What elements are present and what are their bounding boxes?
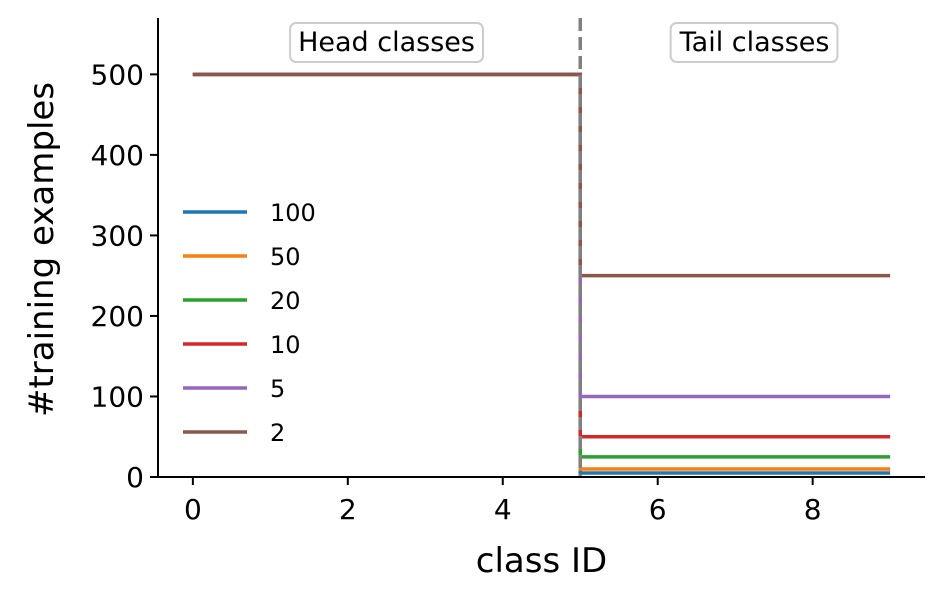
legend-item: 2 [183, 419, 285, 447]
legend-label: 20 [270, 287, 301, 315]
legend-label: 100 [270, 199, 316, 227]
series-line-100 [192, 72, 891, 475]
region-label-box: Tail classes [669, 22, 839, 63]
legend-item: 20 [183, 287, 301, 315]
axes [157, 18, 925, 478]
region-box [669, 22, 839, 63]
x-tick-label: 0 [184, 493, 202, 526]
region-label: Tail classes [679, 27, 830, 58]
y-tick-label: 300 [91, 219, 144, 252]
y-ticks: 0 100 200 300 400 500 [91, 58, 158, 494]
region-label: Head classes [298, 27, 475, 58]
x-tick-label: 8 [804, 493, 822, 526]
x-tick-label: 6 [649, 493, 667, 526]
y-tick-label: 200 [91, 300, 144, 333]
legend-item: 50 [183, 243, 301, 271]
y-tick-label: 0 [126, 461, 144, 494]
legend-item: 100 [183, 199, 316, 227]
plot-lines [192, 72, 891, 475]
legend-item: 5 [183, 375, 285, 403]
y-axis-label: #training examples [22, 82, 62, 417]
region-box [289, 22, 484, 63]
series-line-50 [192, 72, 891, 471]
y-tick-label: 100 [91, 380, 144, 413]
legend-label: 2 [270, 419, 285, 447]
legend: 100 50 20 10 5 2 [183, 199, 316, 447]
y-tick-label: 500 [91, 58, 144, 91]
legend-label: 50 [270, 243, 301, 271]
region-labels: Head classes Tail classes [289, 22, 839, 63]
x-ticks: 0 2 4 6 8 [184, 477, 822, 526]
legend-label: 10 [270, 331, 301, 359]
region-label-box: Head classes [289, 22, 484, 63]
x-axis-label: class ID [476, 541, 607, 581]
y-tick-label: 400 [91, 139, 144, 172]
legend-item: 10 [183, 331, 301, 359]
x-tick-label: 4 [494, 493, 512, 526]
legend-label: 5 [270, 375, 285, 403]
x-tick-label: 2 [339, 493, 357, 526]
